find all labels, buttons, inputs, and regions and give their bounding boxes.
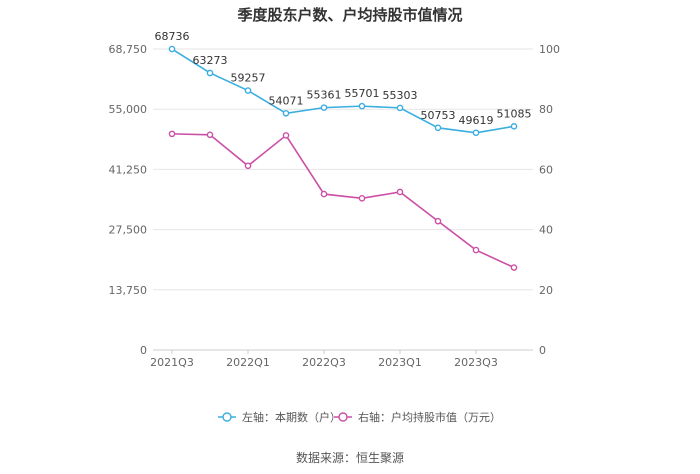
right-tick-label: 80: [539, 103, 553, 116]
series-line: [171, 48, 515, 134]
legend[interactable]: 左轴：本期数（户） 右轴：户均持股市值（万元）: [218, 410, 501, 424]
series-line: [171, 133, 515, 269]
x-tick-label: 2022Q3: [302, 356, 346, 369]
right-tick-label: 60: [539, 163, 553, 176]
left-tick-label: 55,000: [109, 103, 148, 116]
data-point: [282, 132, 290, 139]
data-label: 55303: [383, 89, 418, 102]
x-tick-label: 2023Q1: [378, 356, 422, 369]
data-point: [510, 264, 518, 271]
data-point: [282, 109, 290, 117]
x-tick-label: 2023Q3: [454, 356, 498, 369]
data-label: 68736: [155, 30, 190, 43]
data-point: [244, 162, 252, 170]
data-label: 49619: [459, 114, 494, 127]
data-point: [472, 129, 480, 137]
data-point: [358, 102, 366, 110]
data-label: 55361: [307, 89, 342, 102]
right-tick-label: 20: [539, 284, 553, 297]
data-label: 50753: [421, 109, 456, 122]
data-point: [396, 104, 404, 112]
data-point: [396, 188, 404, 196]
x-axis: 2021Q3 2022Q1 2022Q3 2023Q1 2023Q3: [150, 350, 498, 369]
left-tick-label: 41,250: [109, 163, 148, 176]
data-point: [472, 246, 480, 254]
data-label: 63273: [193, 54, 228, 67]
data-label: 55701: [345, 87, 380, 100]
source-note: 数据来源：恒生聚源: [296, 450, 404, 465]
left-tick-label: 27,500: [109, 224, 148, 237]
legend-label: 右轴：户均持股市值（万元）: [358, 410, 501, 424]
data-label: 59257: [231, 72, 266, 85]
data-point: [320, 104, 328, 111]
data-point: [244, 87, 252, 94]
data-point: [358, 194, 366, 202]
left-tick-label: 68,750: [109, 43, 148, 56]
data-point: [168, 45, 176, 53]
legend-marker: [338, 412, 348, 422]
legend-marker: [222, 412, 232, 422]
left-axis: 0 13,750 27,500 41,250 55,000 68,750: [109, 43, 148, 357]
left-tick-label: 13,750: [109, 284, 148, 297]
data-point: [320, 190, 328, 198]
data-label: 51085: [497, 107, 532, 120]
right-tick-label: 40: [539, 224, 553, 237]
data-point: [434, 217, 442, 225]
data-point: [206, 69, 214, 77]
x-tick-label: 2021Q3: [150, 356, 194, 369]
grid: [153, 48, 533, 351]
chart-title: 季度股东户数、户均持股市值情况: [237, 6, 462, 24]
data-point: [434, 124, 442, 132]
data-point: [168, 130, 176, 138]
data-point: [206, 131, 214, 139]
right-tick-label: 100: [539, 43, 560, 56]
legend-label: 左轴：本期数（户）: [242, 410, 341, 424]
right-axis: 0 20 40 60 80 100: [539, 43, 560, 357]
right-tick-label: 0: [539, 344, 546, 357]
data-label: 54071: [269, 94, 304, 107]
x-tick-label: 2022Q1: [226, 356, 270, 369]
data-point: [510, 123, 518, 130]
left-tick-label: 0: [140, 344, 147, 357]
